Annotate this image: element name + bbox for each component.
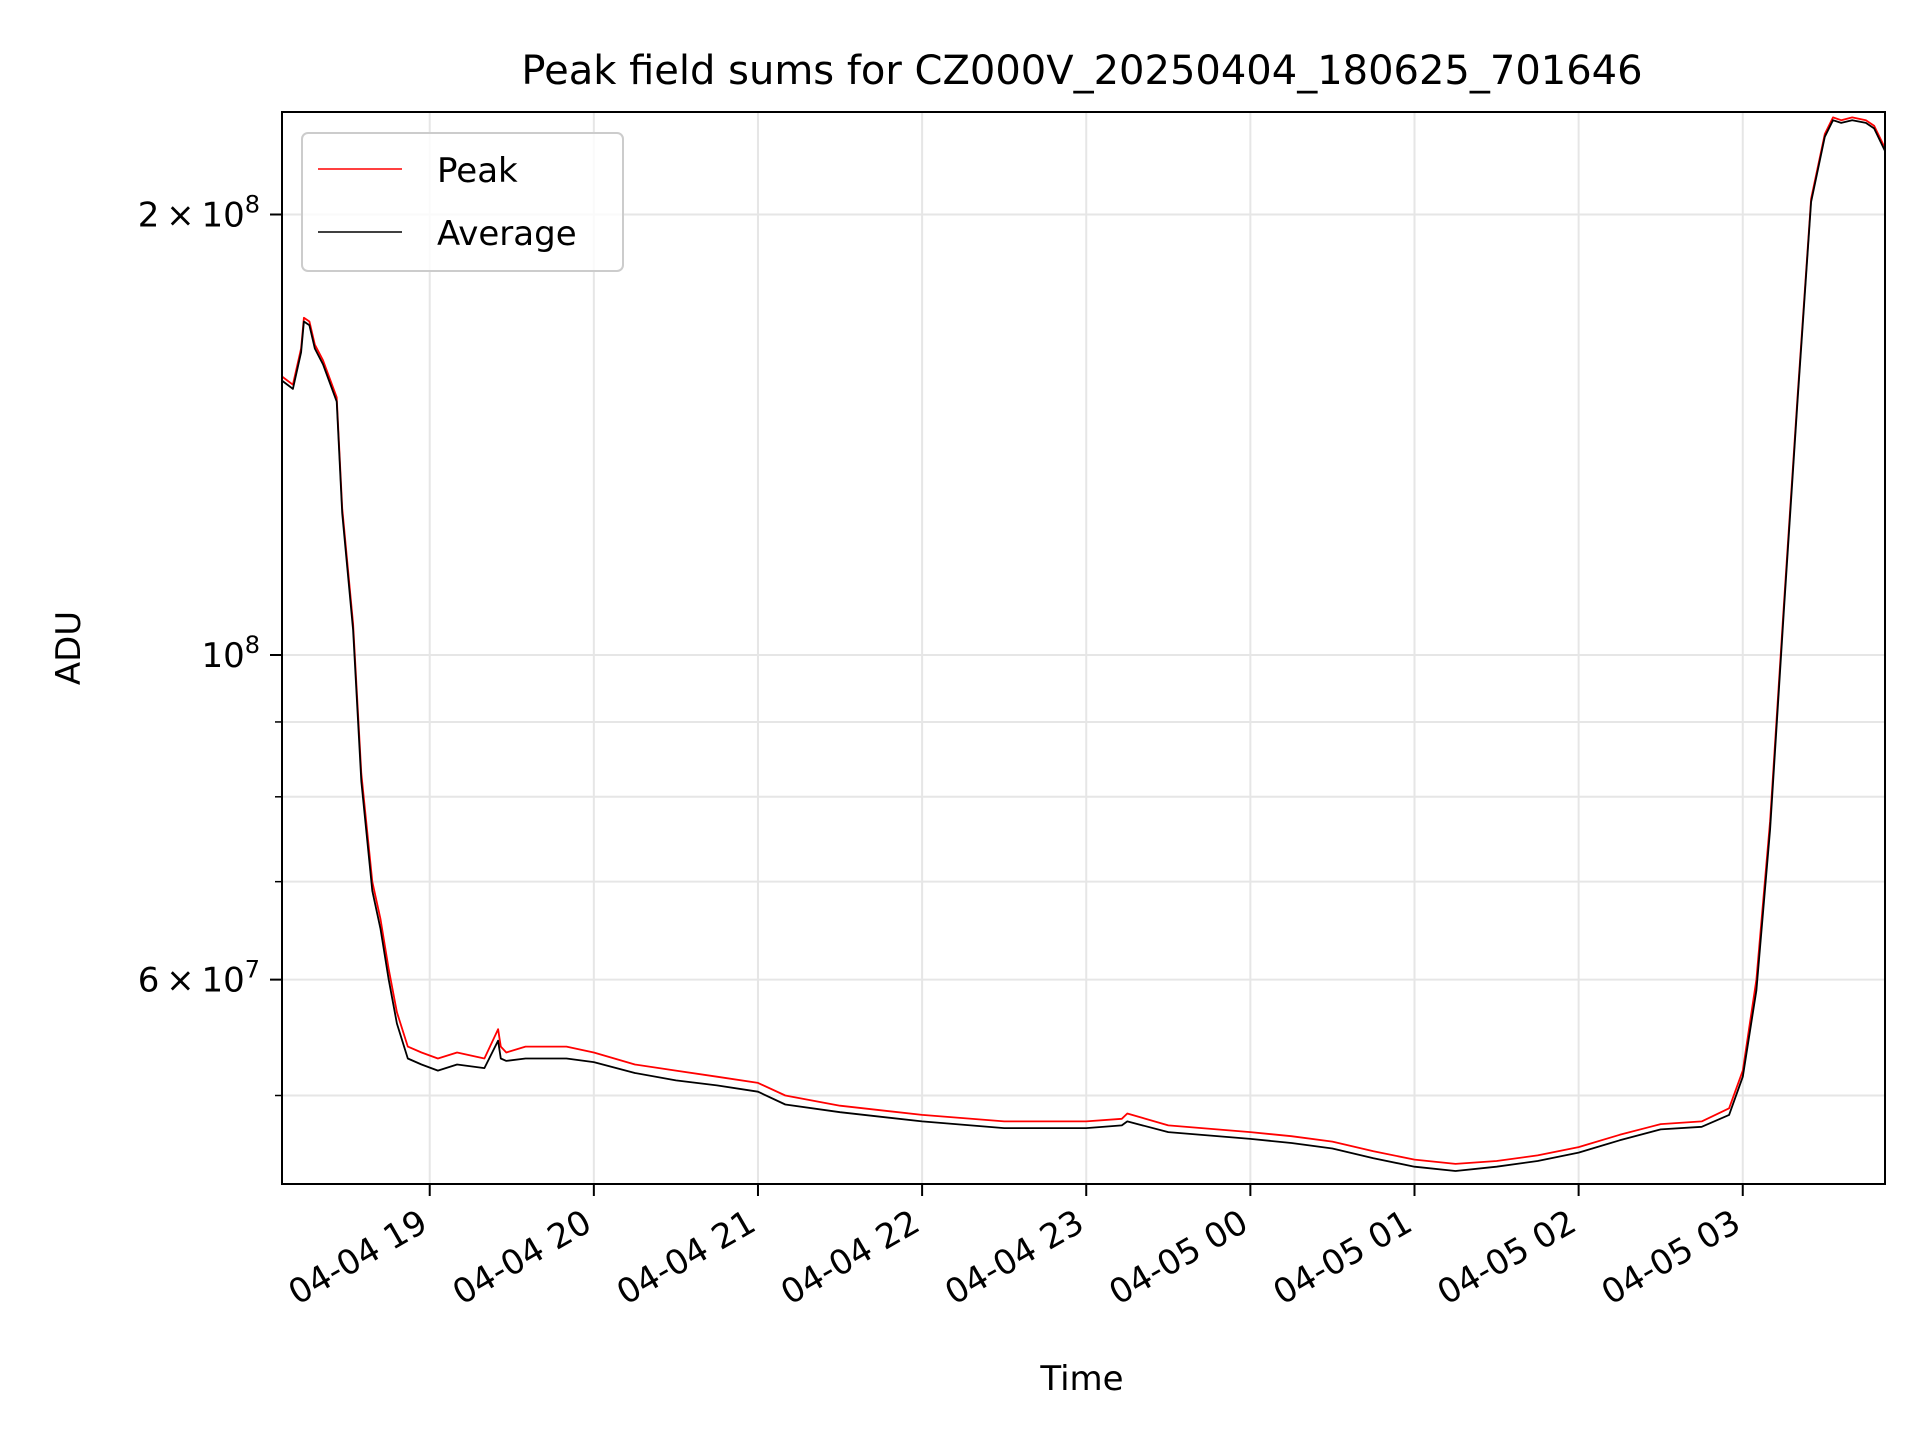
y-axis: 2 × 108 108 6 × 107 [138,190,282,1097]
y-tick-label: 2 × 108 [138,190,260,235]
plot-frame [281,111,1886,1185]
legend-box [301,132,624,272]
grid [282,112,1885,1184]
legend-label-peak: Peak [437,151,518,191]
x-axis-label: Time [1039,1359,1123,1399]
chart-title: Peak field sums for CZ000V_20250404_1806… [521,48,1642,94]
legend-label-average: Average [437,214,577,254]
series-layer [281,116,1886,1172]
y-tick-label: 6 × 107 [138,956,260,1001]
series-line-average [281,119,1886,1172]
legend: Peak Average [301,132,624,272]
y-tick-label: 108 [201,631,260,676]
y-axis-label: ADU [49,611,89,685]
